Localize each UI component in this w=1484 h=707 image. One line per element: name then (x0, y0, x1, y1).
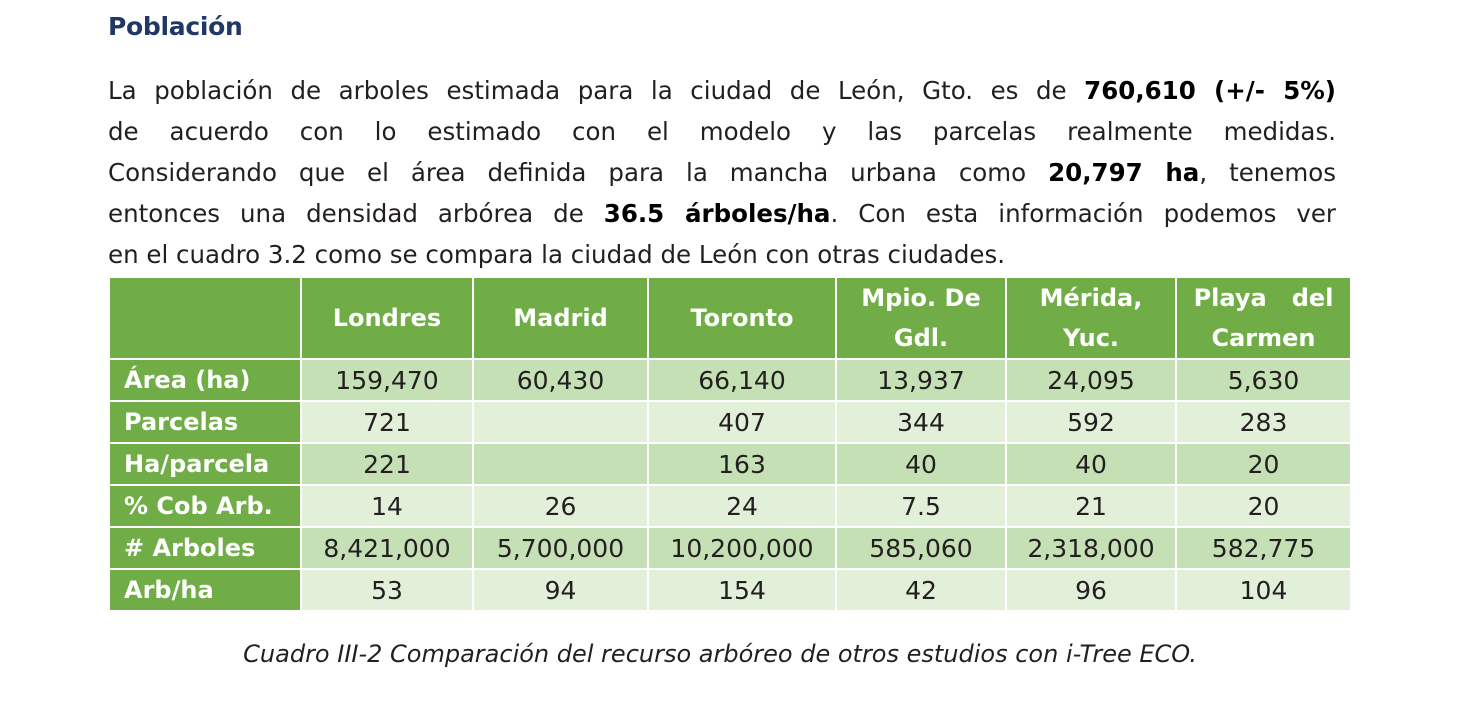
table-cell: 104 (1175, 568, 1352, 612)
table-header-row: Londres Madrid Toronto Mpio. De Gdl. Méri… (108, 276, 1352, 360)
paragraph-text: . Con esta información podemos ver (830, 199, 1336, 228)
table-cell: 20 (1175, 442, 1352, 486)
table-cell: 40 (1005, 442, 1177, 486)
table-cell: 8,421,000 (300, 526, 474, 570)
table-row: Área (ha) 159,470 60,430 66,140 13,937 2… (108, 358, 1352, 402)
row-header: Arb/ha (108, 568, 302, 612)
header-corner-cell (108, 276, 302, 360)
column-header: Madrid (472, 276, 649, 360)
table-cell: 2,318,000 (1005, 526, 1177, 570)
table-cell: 221 (300, 442, 474, 486)
table-cell: 721 (300, 400, 474, 444)
paragraph-text: Considerando que el área definida para l… (108, 158, 1049, 187)
tree-population-value: 760,610 (+/- 5%) (1084, 76, 1336, 105)
column-header: Mérida, Yuc. (1005, 276, 1177, 360)
table-cell: 53 (300, 568, 474, 612)
column-header: Londres (300, 276, 474, 360)
table-cell: 5,630 (1175, 358, 1352, 402)
table-cell: 26 (472, 484, 649, 528)
table-cell: 407 (647, 400, 837, 444)
paragraph-line-4: entonces una densidad arbórea de 36.5 ár… (108, 193, 1336, 234)
table-cell: 21 (1005, 484, 1177, 528)
table-cell: 60,430 (472, 358, 649, 402)
table-cell: 20 (1175, 484, 1352, 528)
table-cell: 42 (835, 568, 1007, 612)
table-cell: 24,095 (1005, 358, 1177, 402)
table-row: # Arboles 8,421,000 5,700,000 10,200,000… (108, 526, 1352, 570)
paragraph-text: en el cuadro 3.2 como se compara la ciud… (108, 240, 1006, 269)
paragraph-text: de acuerdo con lo estimado con el modelo… (108, 117, 1336, 146)
paragraph-line-5: en el cuadro 3.2 como se compara la ciud… (108, 234, 1336, 275)
tree-density-value: 36.5 árboles/ha (603, 199, 831, 228)
table-row: Arb/ha 53 94 154 42 96 104 (108, 568, 1352, 612)
table-cell: 582,775 (1175, 526, 1352, 570)
row-header: Ha/parcela (108, 442, 302, 486)
body-paragraph: La población de arboles estimada para la… (108, 70, 1336, 275)
row-header: % Cob Arb. (108, 484, 302, 528)
table-cell: 585,060 (835, 526, 1007, 570)
table-cell: 7.5 (835, 484, 1007, 528)
table-row: Ha/parcela 221 163 40 40 20 (108, 442, 1352, 486)
table-cell: 14 (300, 484, 474, 528)
table-cell: 163 (647, 442, 837, 486)
table-cell: 13,937 (835, 358, 1007, 402)
column-header: Playa del Carmen (1175, 276, 1352, 360)
paragraph-line-3: Considerando que el área definida para l… (108, 152, 1336, 193)
urban-area-value: 20,797 ha (1048, 158, 1200, 187)
paragraph-text: entonces una densidad arbórea de (108, 199, 604, 228)
paragraph-text: La población de arboles estimada para la… (108, 76, 1085, 105)
column-header: Toronto (647, 276, 837, 360)
comparison-table: Londres Madrid Toronto Mpio. De Gdl. Méri… (108, 276, 1352, 612)
table-cell: 40 (835, 442, 1007, 486)
table-cell: 344 (835, 400, 1007, 444)
table-cell: 283 (1175, 400, 1352, 444)
table-cell (472, 400, 649, 444)
table-cell: 592 (1005, 400, 1177, 444)
row-header: Parcelas (108, 400, 302, 444)
table-cell: 24 (647, 484, 837, 528)
row-header: Área (ha) (108, 358, 302, 402)
table-cell: 159,470 (300, 358, 474, 402)
table-cell: 94 (472, 568, 649, 612)
table-cell: 96 (1005, 568, 1177, 612)
table-row: % Cob Arb. 14 26 24 7.5 21 20 (108, 484, 1352, 528)
table-cell: 154 (647, 568, 837, 612)
row-header: # Arboles (108, 526, 302, 570)
table-cell (472, 442, 649, 486)
table-cell: 5,700,000 (472, 526, 649, 570)
table-cell: 66,140 (647, 358, 837, 402)
table-row: Parcelas 721 407 344 592 283 (108, 400, 1352, 444)
column-header: Mpio. De Gdl. (835, 276, 1007, 360)
section-heading: Población (108, 12, 243, 41)
table-caption: Cuadro III-2 Comparación del recurso arb… (243, 640, 1197, 668)
table-cell: 10,200,000 (647, 526, 837, 570)
paragraph-line-2: de acuerdo con lo estimado con el modelo… (108, 111, 1336, 152)
paragraph-text: , tenemos (1199, 158, 1336, 187)
paragraph-line-1: La población de arboles estimada para la… (108, 70, 1336, 111)
